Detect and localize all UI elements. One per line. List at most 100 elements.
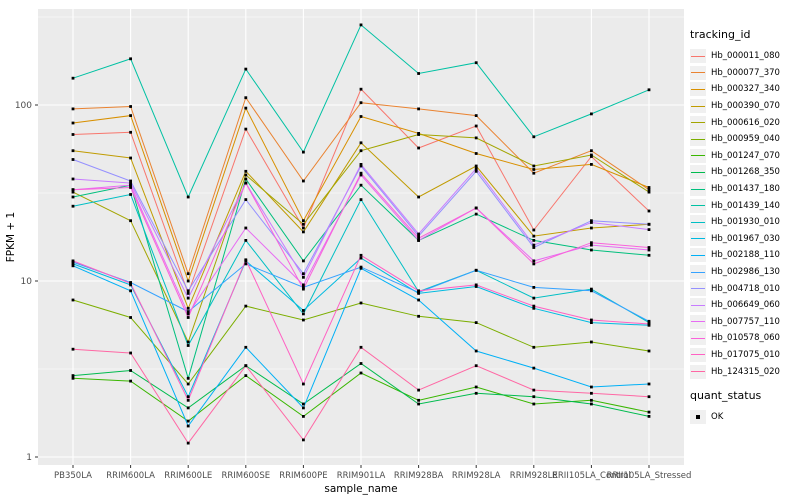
data-point [244, 67, 248, 71]
data-point [71, 195, 75, 199]
data-point [532, 388, 536, 392]
data-point [302, 283, 305, 287]
data-point [186, 296, 190, 300]
y-tick-label: 1 [26, 453, 32, 463]
data-point [302, 415, 305, 418]
data-point [244, 364, 248, 368]
data-point [302, 382, 305, 386]
data-point [647, 415, 651, 418]
data-point [244, 374, 248, 377]
data-point [71, 298, 75, 302]
data-point [71, 188, 75, 192]
data-point [186, 279, 190, 283]
y-tick-label: 10 [21, 277, 33, 287]
data-point [647, 319, 651, 323]
series-color-swatch [690, 231, 706, 246]
legend-item-label: Hb_000327_340 [711, 84, 780, 95]
data-point [359, 164, 363, 168]
legend-item-label: OK [711, 412, 724, 423]
data-point [302, 150, 305, 154]
data-point [129, 369, 132, 372]
data-point [302, 286, 305, 289]
data-point [590, 289, 593, 293]
data-point [417, 234, 420, 238]
data-point [417, 298, 420, 302]
series-color-swatch [690, 331, 706, 346]
data-point [532, 239, 536, 242]
data-point [647, 382, 651, 386]
legend-item: Hb_001439_140 [690, 197, 798, 214]
data-point [359, 256, 363, 260]
data-point [647, 188, 651, 192]
data-point [302, 230, 305, 234]
data-point [474, 164, 478, 168]
data-point [417, 402, 420, 406]
data-point [186, 419, 190, 423]
legend-title-tracking-id: tracking_id [690, 28, 751, 41]
data-point [359, 301, 363, 305]
data-point [186, 306, 190, 310]
data-point [129, 351, 132, 355]
legend-item: Hb_000959_040 [690, 131, 798, 148]
data-point [129, 181, 132, 185]
data-point [186, 395, 190, 399]
data-point [129, 281, 132, 285]
legend-item: Hb_001967_030 [690, 231, 798, 248]
data-point [359, 253, 363, 257]
data-point [532, 259, 536, 263]
data-point [244, 181, 248, 185]
series-color-swatch [690, 99, 706, 114]
data-point [590, 155, 593, 158]
data-point [590, 243, 593, 247]
series-color-swatch [690, 347, 706, 362]
data-point [417, 146, 420, 150]
data-point [474, 285, 478, 288]
legend-panel: tracking_id Hb_000011_080 Hb_000077_370 Hb… [690, 28, 798, 425]
series-line-icon [691, 188, 705, 190]
data-point [647, 410, 651, 414]
legend-item-label: Hb_000959_040 [711, 134, 780, 145]
x-tick-label: RRIM928LE [510, 471, 558, 481]
data-point [244, 173, 248, 177]
series-color-swatch [690, 182, 706, 197]
series-color-swatch [690, 364, 706, 379]
legend-item-label: Hb_001247_070 [711, 150, 780, 161]
legend-item-label: Hb_000390_070 [711, 101, 780, 112]
data-point [590, 221, 593, 224]
data-point [590, 391, 593, 395]
data-point [302, 438, 305, 442]
series-line-icon [691, 304, 705, 306]
data-point [186, 376, 190, 380]
legend-item: Hb_000616_020 [690, 114, 798, 131]
data-point [186, 195, 190, 199]
data-point [302, 309, 305, 312]
data-point [71, 133, 75, 136]
data-point [244, 198, 248, 201]
data-point [186, 398, 190, 402]
legend-item-label: Hb_001268_350 [711, 167, 780, 178]
data-point [244, 262, 248, 266]
data-point [129, 130, 132, 134]
data-point [129, 289, 132, 293]
data-point [186, 312, 190, 316]
legend-quant-block: quant_status OK [690, 389, 798, 426]
data-point [647, 88, 651, 92]
data-point [359, 198, 363, 201]
data-point [359, 141, 363, 145]
data-point [302, 275, 305, 279]
legend-item-label: Hb_000616_020 [711, 117, 780, 128]
data-point [647, 395, 651, 399]
data-point [244, 169, 248, 173]
data-point [590, 163, 593, 166]
series-line-icon [691, 321, 705, 323]
series-color-swatch [690, 298, 706, 313]
data-point [359, 171, 363, 175]
data-point [417, 133, 420, 136]
data-point [647, 349, 651, 353]
series-color-swatch [690, 265, 706, 280]
data-point [590, 318, 593, 322]
data-point [359, 163, 363, 166]
data-point [532, 286, 536, 289]
data-point [129, 114, 132, 117]
data-point [647, 248, 651, 252]
